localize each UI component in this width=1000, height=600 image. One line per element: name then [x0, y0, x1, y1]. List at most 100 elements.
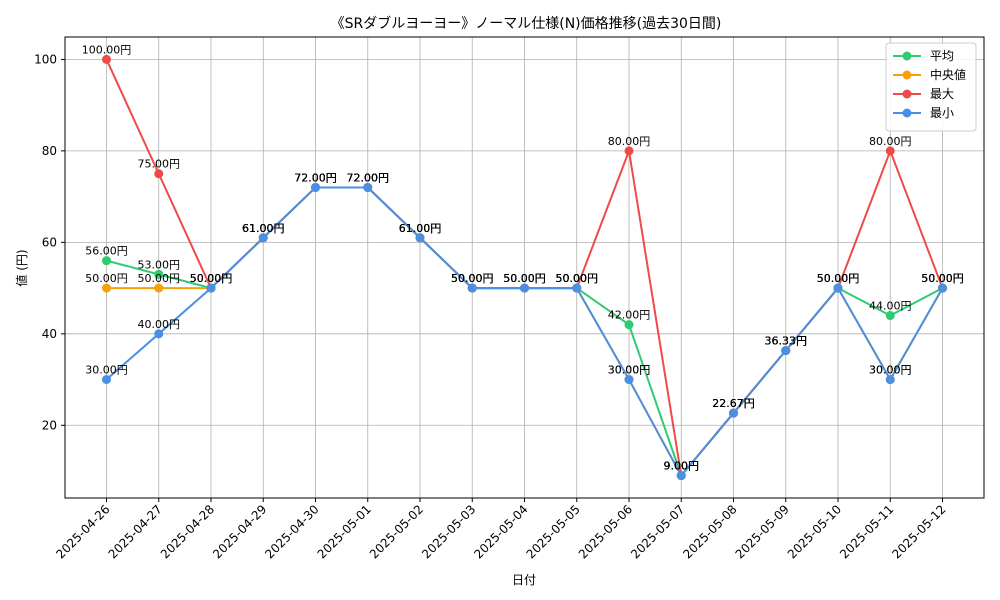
x-tick-label: 2025-04-29 — [210, 502, 269, 561]
x-tick-label: 2025-04-30 — [262, 502, 321, 561]
data-label: 50.00円 — [190, 272, 233, 285]
data-label: 50.00円 — [817, 272, 860, 285]
data-label: 50.00円 — [503, 272, 546, 285]
data-point — [154, 329, 164, 339]
data-point — [624, 146, 634, 156]
x-tick-label: 2025-04-27 — [106, 502, 165, 561]
data-point — [311, 182, 320, 192]
data-label: 50.00円 — [190, 272, 233, 285]
data-point — [206, 283, 216, 293]
data-label: 61.00円 — [399, 222, 442, 235]
chart-title: 《SRダブルヨーヨー》ノーマル仕様(N)価格推移(過去30日間) — [331, 15, 722, 32]
legend-marker — [902, 108, 912, 118]
data-label: 30.00円 — [869, 364, 912, 377]
data-point — [415, 233, 425, 243]
data-label: 36.33円 — [765, 335, 808, 348]
data-point — [258, 233, 268, 243]
data-point — [676, 471, 686, 481]
x-tick-label: 2025-05-03 — [419, 502, 478, 561]
data-label: 22.67円 — [712, 397, 755, 410]
data-label: 80.00円 — [608, 135, 651, 148]
data-label: 72.00円 — [347, 171, 390, 184]
data-label: 50.00円 — [451, 272, 494, 285]
data-label: 61.00円 — [399, 222, 442, 235]
y-tick-label: 40 — [42, 327, 57, 341]
data-point — [572, 283, 582, 293]
data-point — [938, 283, 947, 293]
data-label: 22.67円 — [712, 397, 755, 410]
data-point — [885, 375, 895, 385]
x-tick-label: 2025-05-02 — [367, 502, 426, 561]
data-label: 100.00円 — [82, 43, 132, 56]
x-tick-label: 2025-05-10 — [785, 502, 844, 561]
data-label: 40.00円 — [138, 318, 181, 331]
data-point — [729, 408, 738, 418]
legend-marker — [902, 70, 912, 80]
data-point — [154, 283, 164, 293]
data-label: 22.67円 — [712, 397, 755, 410]
data-label: 72.00円 — [347, 171, 390, 184]
data-label: 72.00円 — [347, 171, 390, 184]
data-point — [467, 283, 477, 293]
x-tick-label: 2025-05-05 — [524, 502, 583, 561]
data-label: 50.00円 — [451, 272, 494, 285]
data-point — [781, 346, 791, 356]
data-label: 72.00円 — [294, 171, 337, 184]
data-label: 50.00円 — [921, 272, 964, 285]
x-tick-label: 2025-05-04 — [471, 502, 530, 561]
x-tick-label: 2025-05-07 — [628, 502, 687, 561]
legend-label: 最小 — [930, 106, 954, 120]
data-label: 50.00円 — [556, 272, 599, 285]
x-tick-label: 2025-05-08 — [680, 502, 739, 561]
data-label: 50.00円 — [817, 272, 860, 285]
data-label: 50.00円 — [451, 272, 494, 285]
data-label: 9.00円 — [664, 460, 700, 473]
data-label: 30.00円 — [608, 364, 651, 377]
data-label: 61.00円 — [399, 222, 442, 235]
data-point — [624, 375, 634, 385]
data-label: 50.00円 — [817, 272, 860, 285]
data-label: 50.00円 — [503, 272, 546, 285]
data-label: 36.33円 — [765, 335, 808, 348]
y-tick-label: 100 — [34, 52, 57, 66]
data-label: 50.00円 — [817, 272, 860, 285]
data-label: 50.00円 — [451, 272, 494, 285]
data-point — [154, 269, 164, 279]
legend-label: 中央値 — [930, 67, 966, 82]
legend-marker — [902, 51, 912, 61]
data-label: 50.00円 — [921, 272, 964, 285]
series-layer — [102, 54, 947, 481]
data-label: 36.33円 — [765, 335, 808, 348]
y-axis-label: 値 (円) — [14, 249, 29, 286]
x-tick-label: 2025-05-06 — [576, 502, 635, 561]
data-label: 9.00円 — [664, 460, 700, 473]
data-label: 50.00円 — [85, 272, 128, 285]
data-label: 72.00円 — [294, 171, 337, 184]
legend-label: 最大 — [930, 87, 954, 101]
x-tick-label: 2025-05-11 — [837, 502, 896, 561]
data-point — [624, 320, 634, 330]
data-label: 22.67円 — [712, 397, 755, 410]
data-label: 61.00円 — [399, 222, 442, 235]
legend-label: 平均 — [930, 49, 954, 63]
data-label: 50.00円 — [503, 272, 546, 285]
y-tick-label: 60 — [42, 235, 57, 249]
x-tick-label: 2025-04-28 — [158, 502, 217, 561]
x-tick-label: 2025-05-09 — [733, 502, 792, 561]
data-label: 72.00円 — [294, 171, 337, 184]
data-point — [102, 283, 111, 293]
data-label: 50.00円 — [556, 272, 599, 285]
grid-layer — [65, 37, 984, 498]
data-point — [520, 283, 529, 293]
data-label: 56.00円 — [85, 245, 128, 258]
data-label: 36.33円 — [765, 335, 808, 348]
data-label: 72.00円 — [347, 171, 390, 184]
data-point — [833, 283, 843, 293]
data-label: 44.00円 — [869, 300, 912, 313]
data-point — [885, 146, 895, 156]
data-label: 61.00円 — [242, 222, 285, 235]
data-label: 30.00円 — [869, 364, 912, 377]
data-label: 50.00円 — [921, 272, 964, 285]
